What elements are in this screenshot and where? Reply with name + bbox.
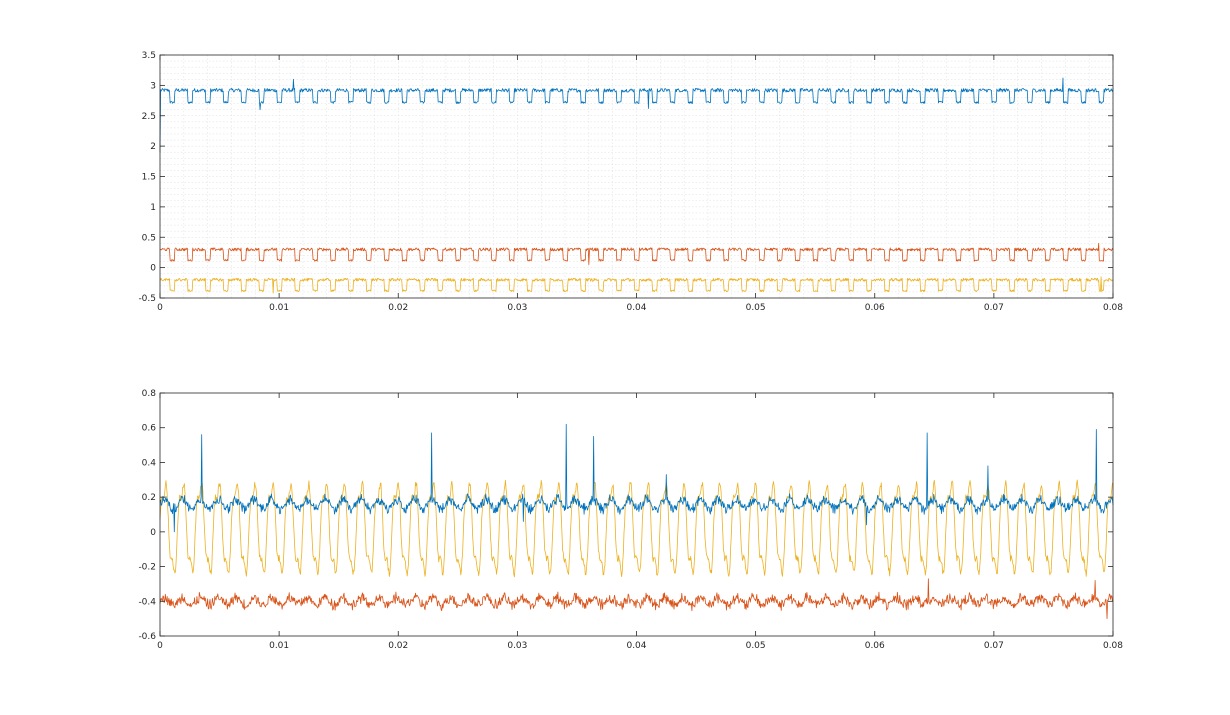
series-line-series2 [159, 242, 1114, 265]
chart-top: 0 0.01 0.02 0.03 0.04 0.05 0.06 0.07 0.08-0.500.… [138, 51, 1123, 313]
y-tick-label: 0.2 [142, 493, 156, 503]
x-tick-label: 0.03 [507, 641, 527, 651]
series-line-series3 [159, 276, 1114, 294]
x-tick-label: 0 [157, 641, 163, 651]
y-tick-label: 1.5 [142, 173, 156, 183]
y-tick-label: 0 [150, 264, 156, 274]
x-tick-label: 0.07 [984, 303, 1004, 313]
x-tick-label: 0.07 [984, 641, 1004, 651]
ticks-top: 0 0.01 0.02 0.03 0.04 0.05 0.06 0.07 0.08-0.500.… [138, 51, 1123, 313]
y-tick-label: 0.5 [142, 233, 156, 243]
x-tick-label: 0.06 [865, 303, 885, 313]
x-tick-label: 0.03 [507, 303, 527, 313]
x-tick-label: 0.04 [626, 641, 646, 651]
grid-top [160, 55, 1113, 298]
y-tick-label: 2 [150, 142, 156, 152]
y-tick-label: -0.4 [138, 597, 156, 607]
series-line-series2 [159, 578, 1114, 620]
y-tick-label: 0.8 [142, 389, 157, 399]
series-line-series3 [159, 479, 1114, 578]
x-tick-label: 0.06 [865, 641, 885, 651]
ticks-bottom: 0 0.01 0.02 0.03 0.04 0.05 0.06 0.07 0.08 -0.6 -0.… [138, 389, 1123, 651]
x-tick-label: 0.02 [388, 303, 408, 313]
y-tick-label: 0 [150, 528, 156, 538]
x-tick-label: 0.05 [746, 303, 766, 313]
x-tick-label: 0.02 [388, 641, 408, 651]
x-tick-label: 0.04 [626, 303, 646, 313]
y-tick-label: -0.6 [138, 632, 156, 642]
x-tick-label: 0 [157, 303, 163, 313]
x-tick-label: 0.05 [746, 641, 766, 651]
y-tick-label: -0.2 [138, 563, 156, 573]
y-tick-label: -0.5 [138, 294, 156, 304]
chart-bottom: 0 0.01 0.02 0.03 0.04 0.05 0.06 0.07 0.08 -0.6 -0.… [138, 389, 1123, 651]
series-bottom [159, 423, 1114, 620]
y-tick-label: 1 [150, 203, 156, 213]
series-line-series1 [159, 77, 1114, 153]
x-tick-label: 0.08 [1103, 641, 1123, 651]
series-top [159, 77, 1114, 294]
y-tick-label: 0.6 [142, 424, 157, 434]
x-tick-label: 0.01 [269, 641, 289, 651]
x-tick-label: 0.01 [269, 303, 289, 313]
y-tick-label: 0.4 [142, 458, 157, 468]
y-tick-label: 2.5 [142, 112, 156, 122]
y-tick-label: 3.5 [142, 51, 156, 61]
y-tick-label: 3 [150, 81, 156, 91]
x-tick-label: 0.08 [1103, 303, 1123, 313]
series-line-series1 [159, 423, 1114, 533]
